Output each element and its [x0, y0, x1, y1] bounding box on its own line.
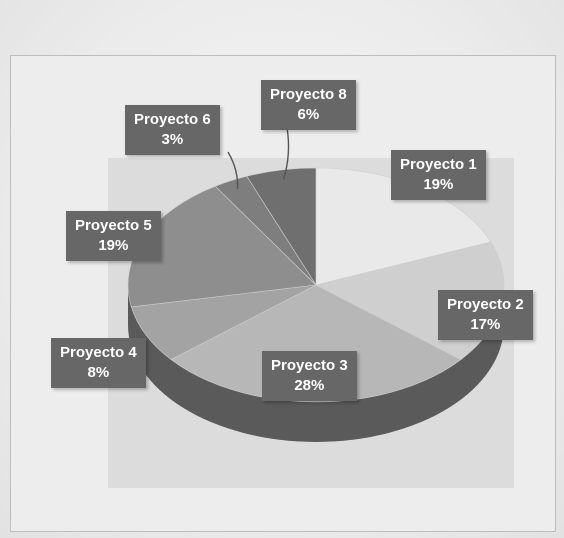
data-label-proyecto-6: Proyecto 6 3%	[125, 105, 220, 155]
data-label-proyecto-5: Proyecto 5 19%	[66, 211, 161, 261]
slice-name: Proyecto 6	[134, 111, 211, 128]
slice-percent: 6%	[297, 106, 320, 123]
slice-percent: 8%	[87, 364, 110, 381]
data-label-proyecto-2: Proyecto 2 17%	[438, 290, 533, 340]
slice-percent: 3%	[161, 131, 184, 148]
leader-line-proyecto-6	[227, 151, 239, 190]
slice-name: Proyecto 5	[75, 217, 152, 234]
pie-slice-proyecto-8	[246, 167, 317, 287]
data-label-proyecto-8: Proyecto 8 6%	[261, 80, 356, 130]
slice-name: Proyecto 8	[270, 86, 347, 103]
data-label-proyecto-4: Proyecto 4 8%	[51, 338, 146, 388]
pie-slice-proyecto-3	[170, 284, 462, 403]
pie-side-wall	[128, 285, 504, 442]
slice-name: Proyecto 1	[400, 156, 477, 173]
slice-percent: 19%	[98, 237, 129, 254]
slice-percent: 17%	[470, 316, 501, 333]
slice-name: Proyecto 4	[60, 344, 137, 361]
slice-name: Proyecto 2	[447, 296, 524, 313]
leader-line-proyecto-8	[282, 127, 290, 180]
data-label-proyecto-1: Proyecto 1 19%	[391, 150, 486, 200]
slice-percent: 19%	[423, 176, 454, 193]
pie-slice-proyecto-4	[130, 284, 317, 360]
leader-lines	[227, 127, 290, 190]
data-label-proyecto-3: Proyecto 3 28%	[262, 351, 357, 401]
slice-percent: 28%	[294, 377, 325, 394]
pie-side-group	[128, 285, 504, 442]
slice-name: Proyecto 3	[271, 357, 348, 374]
